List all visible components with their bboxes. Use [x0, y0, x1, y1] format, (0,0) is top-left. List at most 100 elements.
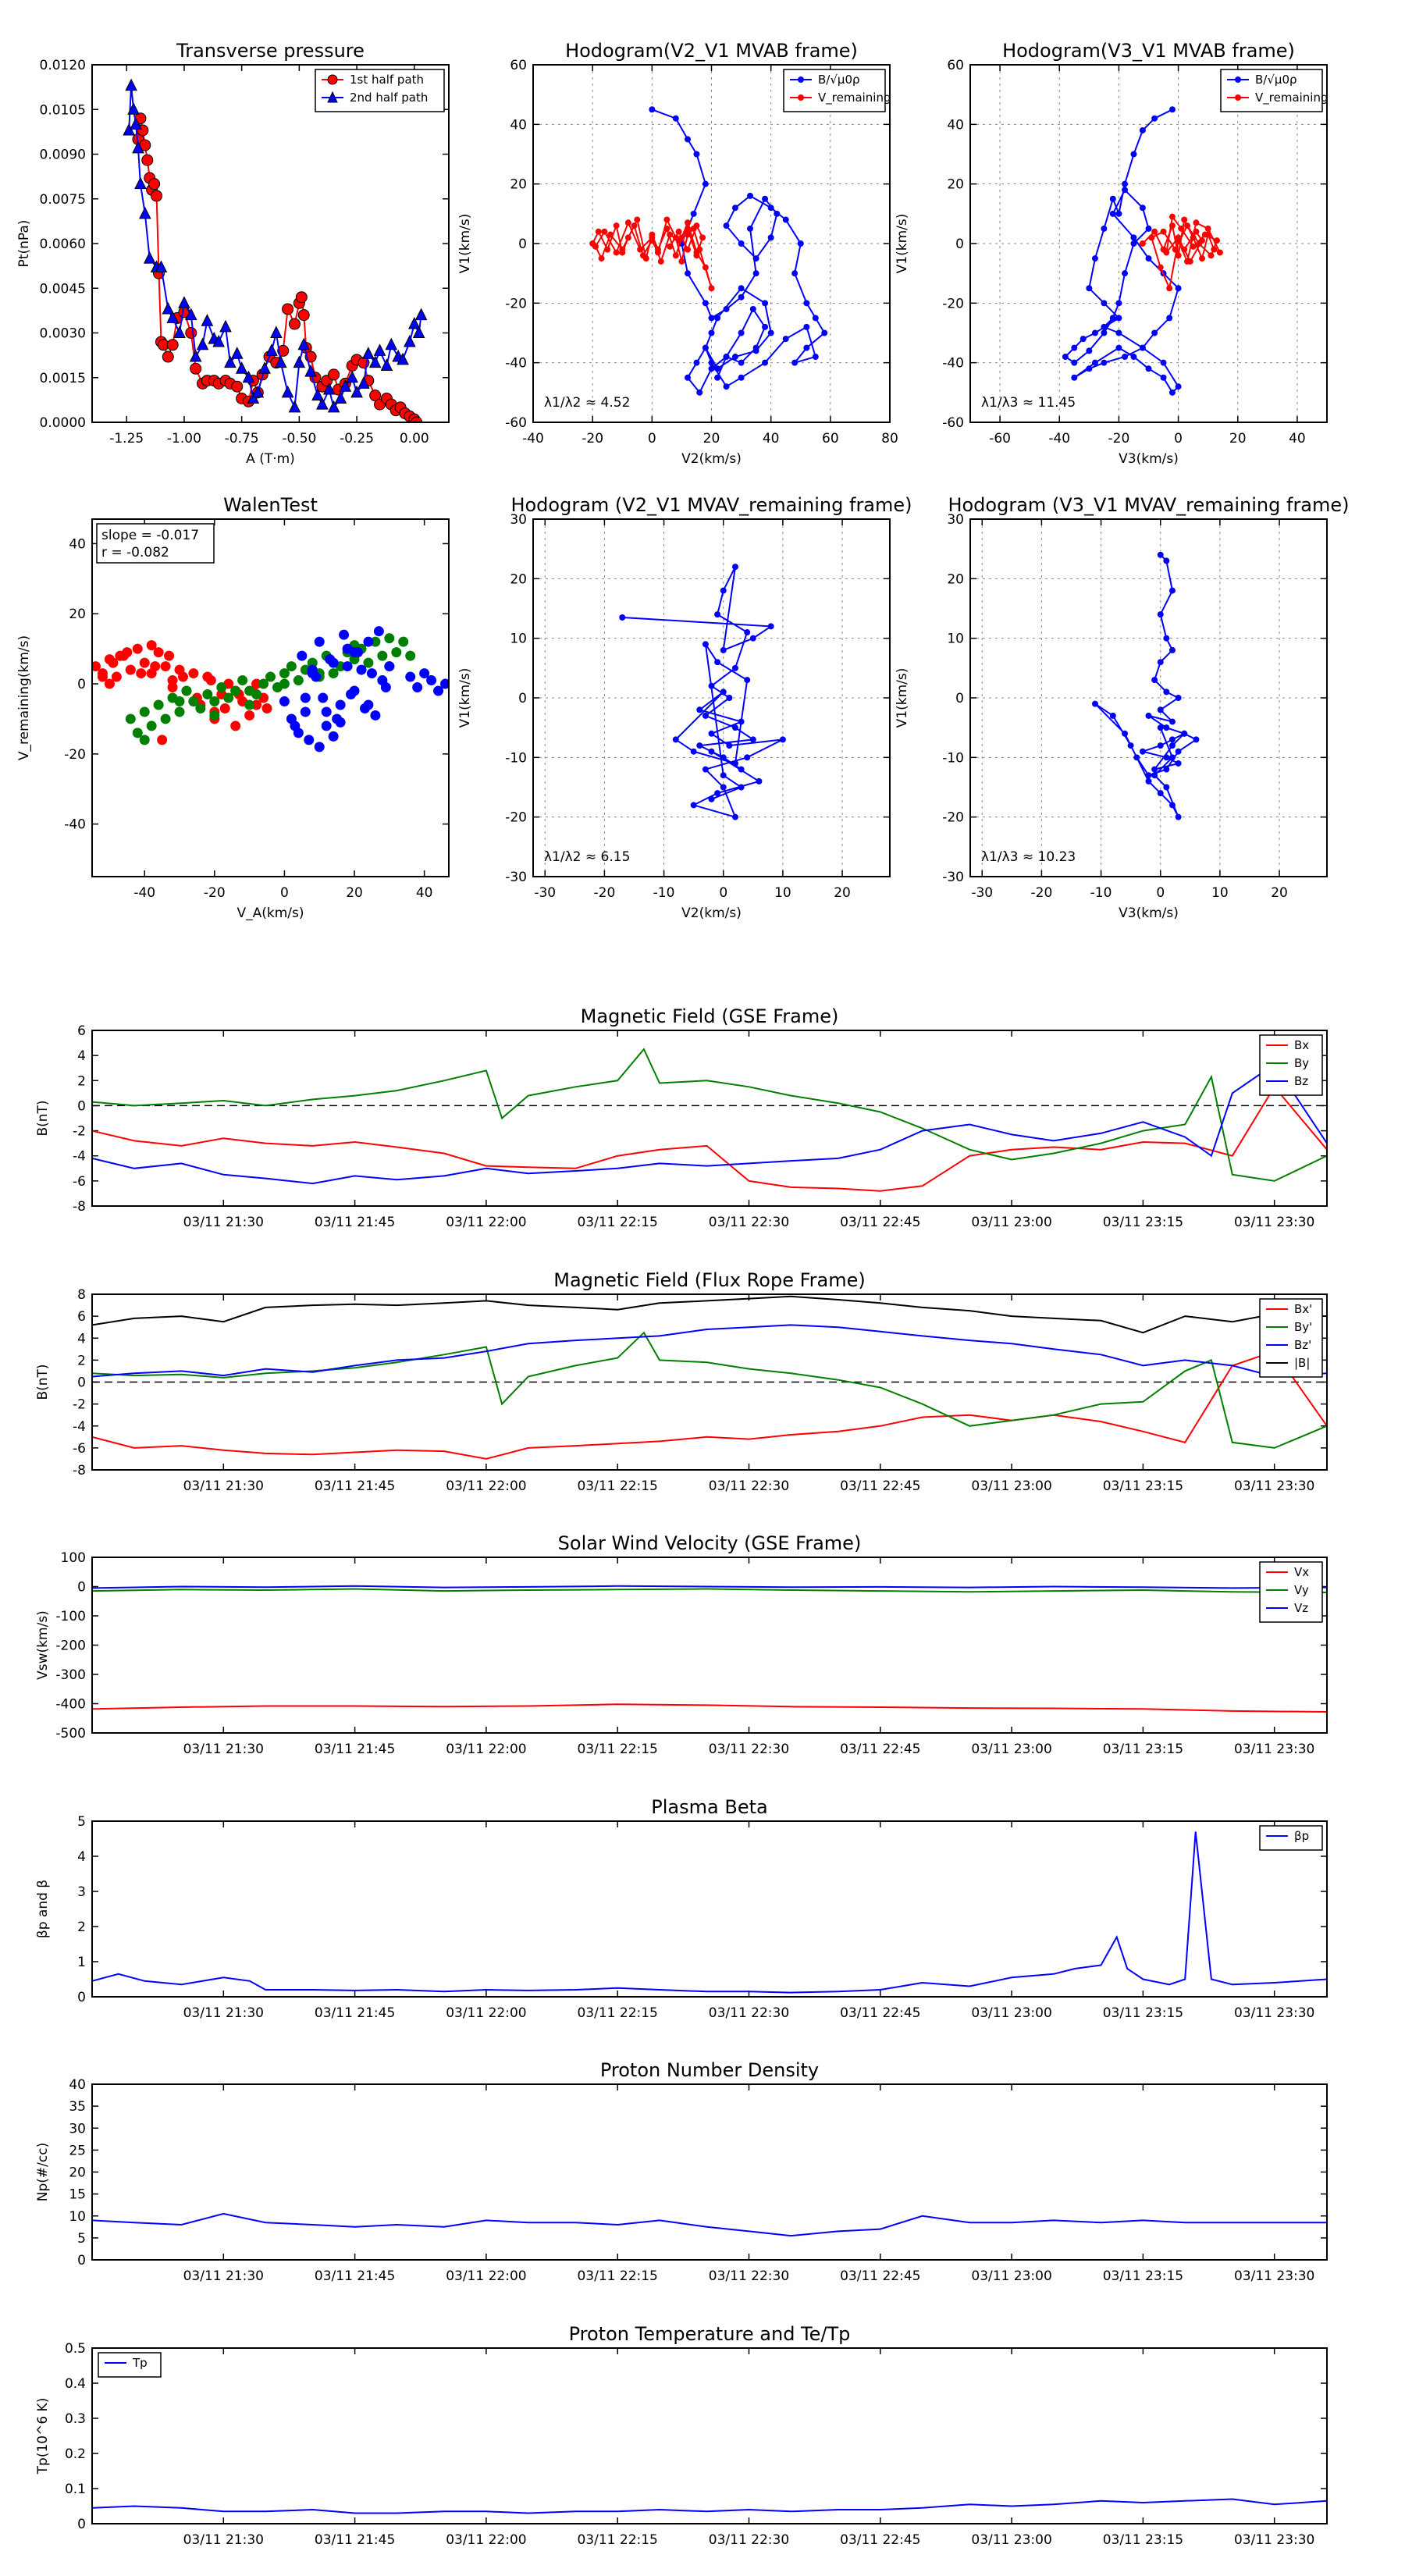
y-tick-label: -2: [73, 1397, 86, 1413]
y-tick-label: 2: [77, 1073, 86, 1089]
hodogram-v2-v1-mvav-series-0-marker: [690, 748, 697, 755]
hodogram-v3-v1-mvab-series-0-marker: [1168, 106, 1176, 113]
transverse-pressure-series-1-marker: [127, 102, 140, 115]
hodogram-v2-v1-mvab-series-0-marker: [731, 205, 738, 212]
legend-marker: [1235, 76, 1241, 83]
walen-test-series-1-point: [160, 713, 171, 724]
walen-test-series-0-point: [125, 664, 136, 675]
walen-test-chart: -40 -20 0 20 40 -40 -20 0 20 40 WalenTest V_A(km/s)…: [16, 494, 450, 921]
legend-label: By: [1294, 1056, 1309, 1070]
hodogram-v3-v1-mvab-series-0-marker: [1101, 359, 1108, 366]
hodogram-v3-v1-mvav-series-0-marker: [1157, 742, 1164, 749]
chart-title: Plasma Beta: [651, 1796, 767, 1818]
transverse-pressure-series-1-marker: [178, 296, 190, 308]
walen-test-series-0-point: [111, 671, 122, 682]
walen-test-series-1-point: [139, 706, 150, 717]
plot-area: [533, 519, 890, 877]
hodogram-v3-v1-mvav-series-0-marker: [1151, 772, 1158, 779]
hodogram-v2-v1-mvab-series-0-marker: [774, 210, 781, 217]
y-tick-label: 30: [947, 512, 964, 528]
walen-test-series-2-point: [384, 661, 395, 672]
x-tick-label: 03/11 23:15: [1103, 2005, 1183, 2021]
walen-test-series-1-point: [384, 633, 395, 644]
hodogram-v3-v1-mvav-series-0-marker: [1139, 748, 1146, 755]
hodogram-v2-v1-mvab-series-1-marker: [685, 246, 692, 253]
plot-area: [970, 519, 1327, 877]
x-tick-label: -20: [582, 431, 603, 447]
walen-test-series-1-point: [216, 682, 227, 693]
legend: 1st half path 2nd half path: [315, 69, 445, 112]
walen-test-series-0-point: [167, 682, 178, 693]
x-tick-label: 03/11 23:30: [1234, 2268, 1314, 2284]
transverse-pressure-series-1-marker: [201, 314, 214, 326]
hodogram-v3-v1-mvav-series-0-marker: [1168, 587, 1176, 594]
legend-marker: [798, 76, 804, 83]
hodogram-v3-v1-mvab-series-0-marker: [1168, 389, 1176, 396]
walen-test-series-1-point: [209, 696, 220, 706]
transverse-pressure-series-1-marker: [339, 379, 352, 392]
x-tick-label: 03/11 23:15: [1103, 1215, 1183, 1230]
hodogram-v2-v1-mvav-series-0-marker: [619, 614, 626, 621]
x-tick-label: 03/11 23:00: [971, 1215, 1051, 1230]
hodogram-v2-v1-mvab-series-0-marker: [738, 240, 745, 247]
axis-frame: [91, 2347, 1328, 2524]
y-tick-label: 4: [77, 1331, 86, 1347]
x-tick-label: 03/11 23:00: [971, 1478, 1051, 1494]
hodogram-v2-v1-mvab-series-1-marker: [696, 246, 703, 253]
legend-marker: [327, 91, 338, 103]
x-axis-label: V3(km/s): [1119, 906, 1179, 921]
hodogram-v3-v1-mvav-series-0-marker: [1157, 790, 1164, 797]
walen-test-series-1-point: [377, 650, 388, 661]
chart-title: Hodogram(V3_V1 MVAB frame): [1002, 40, 1295, 62]
magnetic-field-gse-series-0-line: [92, 1085, 1327, 1192]
hodogram-v3-v1-mvav-series-0-marker: [1193, 736, 1200, 743]
hodogram-v2-v1-mvab-series-0-marker: [749, 305, 756, 312]
hodogram-v2-v1-mvab-series-1-marker: [595, 228, 602, 235]
legend: βp: [1259, 1825, 1323, 1851]
transverse-pressure-series-0-marker: [166, 339, 179, 351]
legend-label: Bz': [1294, 1338, 1311, 1352]
walen-test-series-1-point: [244, 699, 255, 710]
y-tick-label: 6: [77, 1309, 86, 1325]
hodogram-v3-v1-mvav-series-0-marker: [1109, 712, 1116, 719]
x-tick-label: 03/11 22:00: [446, 2005, 526, 2021]
hodogram-v3-v1-mvab-series-0-marker: [1175, 285, 1182, 292]
y-tick-label: 40: [947, 117, 964, 133]
axis-frame: [532, 64, 891, 423]
x-tick-label: 03/11 23:30: [1234, 2532, 1314, 2548]
y-tick-label: 4: [77, 1849, 86, 1865]
x-tick-label: 40: [1289, 431, 1306, 447]
walen-test-series-0-point: [108, 657, 119, 668]
x-tick-label: 03/11 21:30: [183, 2532, 264, 2548]
y-tick-label: 0.0105: [40, 102, 86, 118]
hodogram-v3-v1-mvav-series-0-marker: [1163, 688, 1170, 696]
walen-test-series-0-point: [132, 643, 143, 654]
hodogram-v3-v1-mvab-series-1-marker: [1199, 237, 1206, 244]
chart-title: WalenTest: [223, 494, 318, 516]
x-tick-label: 03/11 22:15: [577, 2268, 657, 2284]
walen-test-series-2-point: [342, 661, 353, 672]
hodogram-v2-v1-mvab-series-1-marker: [654, 249, 661, 256]
hodogram-v2-v1-mvab-series-0-marker: [708, 365, 715, 372]
hodogram-v2-v1-mvav-series-0-marker: [731, 724, 738, 731]
x-tick-label: 03/11 22:45: [840, 1215, 920, 1230]
proton-number-density-chart: 03/11 21:30 03/11 21:45 03/11 22:00 03/11 2…: [35, 2059, 1328, 2284]
hodogram-v3-v1-mvab-series-1-marker: [1148, 234, 1155, 241]
transverse-pressure-series-1-marker: [242, 370, 255, 383]
hodogram-v3-v1-mvav-series-0-marker: [1175, 748, 1182, 755]
series-group: [92, 626, 449, 753]
walen-test-series-0-point: [97, 671, 108, 682]
hodogram-v3-v1-mvav-series-0-marker: [1168, 754, 1176, 761]
y-tick-label: 0.0060: [40, 237, 86, 252]
walen-test-series-1-point: [265, 671, 276, 682]
walen-test-series-1-point: [125, 713, 136, 724]
transverse-pressure-series-1-marker: [334, 391, 347, 404]
hodogram-v3-v1-mvab-series-0-marker: [1122, 180, 1129, 187]
hodogram-v3-v1-mvab-series-0-marker: [1115, 344, 1122, 351]
x-tick-label: 60: [822, 431, 839, 447]
hodogram-v3-v1-mvab-series-0-marker: [1122, 354, 1129, 361]
x-tick-label: 03/11 21:45: [315, 2268, 395, 2284]
transverse-pressure-series-1-marker: [212, 334, 225, 347]
hodogram-v3-v1-mvab-series-1-marker: [1166, 285, 1173, 292]
hodogram-v3-v1-mvab-series-1-marker: [1168, 213, 1176, 220]
